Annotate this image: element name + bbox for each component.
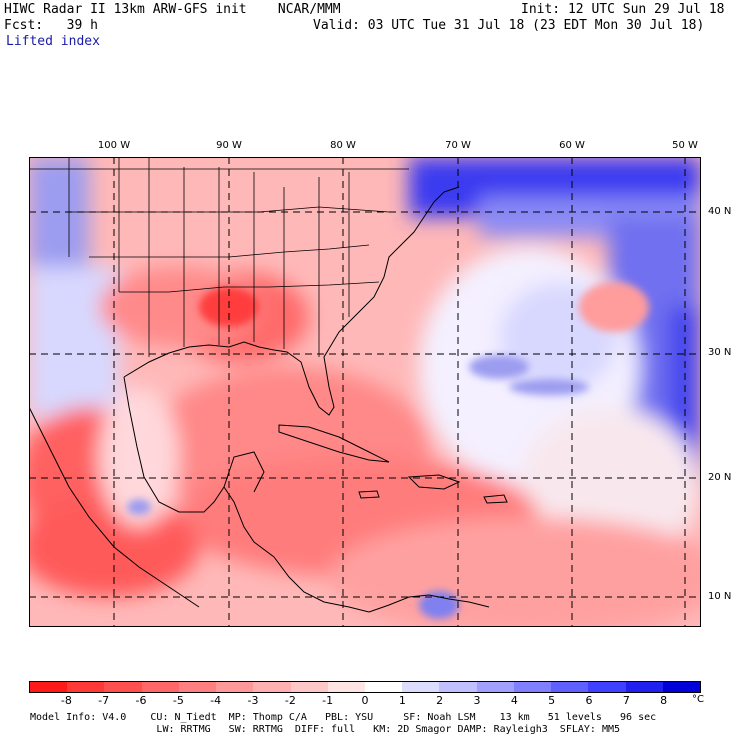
lon-label-100w: 100 W [97, 140, 131, 151]
colorbar-swatch [625, 682, 663, 692]
colorbar-tick-label: -3 [247, 694, 259, 707]
colorbar-swatch [290, 682, 328, 692]
colorbar-swatch [402, 682, 440, 692]
colorbar-tick-label: -8 [60, 694, 72, 707]
valid-time: Valid: 03 UTC Tue 31 Jul 18 (23 EDT Mon … [313, 18, 705, 33]
colorbar-tick-label: 6 [585, 694, 593, 707]
colorbar-tick-label: -7 [98, 694, 110, 707]
colorbar-swatch [67, 682, 105, 692]
lat-label-10n: 10 N [708, 591, 732, 602]
lat-label-20n: 20 N [708, 472, 732, 483]
model-info-line2: LW: RRTMG SW: RRTMG DIFF: full KM: 2D Sm… [30, 724, 621, 735]
forecast-hour: Fcst: 39 h [4, 18, 98, 33]
colorbar-swatch [662, 682, 700, 692]
colorbar-tick-label: 1 [398, 694, 406, 707]
lon-label-80w: 80 W [330, 140, 356, 151]
colorbar [29, 681, 701, 693]
lon-label-50w: 50 W [672, 140, 698, 151]
lon-label-70w: 70 W [445, 140, 471, 151]
colorbar-tick-label: 5 [548, 694, 556, 707]
colorbar-tick-label: -5 [172, 694, 184, 707]
lat-label-40n: 40 N [708, 206, 732, 217]
colorbar-swatch [327, 682, 365, 692]
colorbar-tick-label: 4 [510, 694, 518, 707]
colorbar-tick-label: -2 [284, 694, 296, 707]
model-title: HIWC Radar II 13km ARW-GFS init NCAR/MMM [4, 2, 341, 17]
colorbar-tick-label: 2 [436, 694, 444, 707]
lon-label-90w: 90 W [216, 140, 242, 151]
colorbar-swatch [476, 682, 514, 692]
colorbar-tick-label: 8 [660, 694, 668, 707]
init-time: Init: 12 UTC Sun 29 Jul 18 [521, 2, 725, 17]
colorbar-swatch [513, 682, 552, 692]
colorbar-tick-label: 0 [361, 694, 369, 707]
colorbar-swatch [216, 682, 254, 692]
lifted-index-map [29, 157, 701, 627]
graticule [29, 157, 701, 627]
colorbar-unit: °C [692, 694, 704, 705]
colorbar-swatch [178, 682, 217, 692]
lat-label-30n: 30 N [708, 347, 732, 358]
model-info-line1: Model Info: V4.0 CU: N_Tiedt MP: Thomp C… [30, 712, 657, 723]
lon-label-60w: 60 W [559, 140, 585, 151]
colorbar-swatch [439, 682, 477, 692]
colorbar-swatch [253, 682, 291, 692]
colorbar-tick-label: -4 [210, 694, 222, 707]
colorbar-tick-label: -6 [135, 694, 147, 707]
field-name: Lifted index [6, 34, 100, 49]
colorbar-tick-label: 3 [473, 694, 481, 707]
colorbar-swatch [551, 682, 589, 692]
colorbar-swatch [588, 682, 626, 692]
colorbar-tick-label: 7 [622, 694, 630, 707]
colorbar-swatch [141, 682, 179, 692]
colorbar-tick-label: -1 [322, 694, 334, 707]
colorbar-swatch [364, 682, 403, 692]
map-frame [29, 157, 701, 627]
colorbar-swatch [30, 682, 68, 692]
colorbar-swatch [104, 682, 142, 692]
